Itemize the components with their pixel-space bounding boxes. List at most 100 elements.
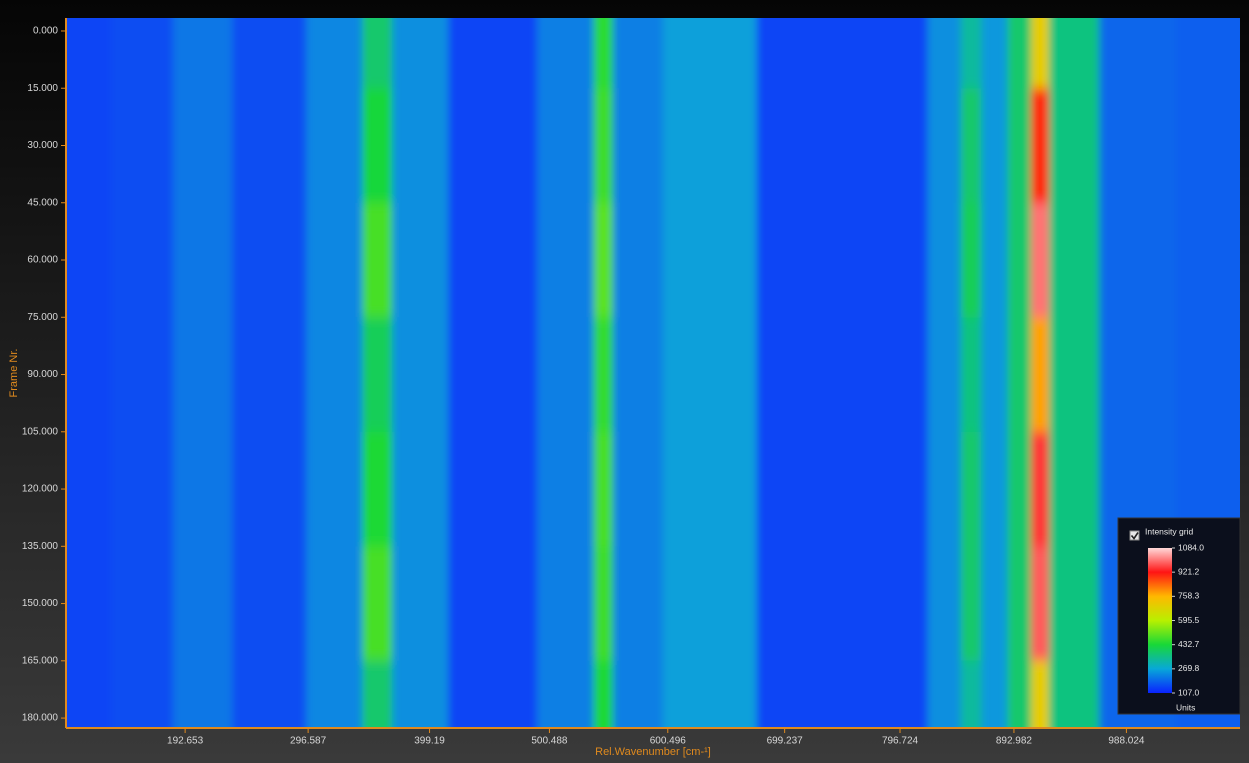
- x-tick-label: 500.488: [531, 736, 568, 747]
- heat-cell: [392, 431, 449, 547]
- heat-cell: [66, 431, 112, 547]
- heat-cell: [1176, 88, 1240, 204]
- heat-cell: [1031, 202, 1050, 318]
- heat-cell: [856, 546, 929, 662]
- heat-cell: [612, 18, 664, 89]
- heat-cell: [1031, 18, 1050, 89]
- heat-cell: [612, 88, 664, 204]
- heat-cell: [66, 546, 112, 662]
- heat-cell: [756, 202, 858, 318]
- heat-cell: [66, 18, 112, 89]
- check-mark: [1130, 532, 1139, 540]
- y-tick-label: 60.000: [27, 255, 58, 266]
- heat-cell: [66, 660, 112, 728]
- heatmap: [66, 18, 1240, 728]
- heat-cell: [981, 88, 1009, 204]
- heat-cell: [362, 202, 393, 318]
- color-tick-label: 107.0: [1178, 687, 1200, 697]
- heat-cell: [110, 88, 174, 204]
- heat-cell: [306, 202, 364, 318]
- heat-cell: [537, 660, 595, 728]
- legend-checkbox[interactable]: [1129, 530, 1140, 541]
- heat-cell: [927, 202, 962, 318]
- y-tick-label: 180.000: [22, 713, 59, 724]
- color-tick-label: 1084.0: [1178, 542, 1204, 552]
- heat-cell: [110, 431, 174, 547]
- heat-cell: [362, 317, 393, 433]
- heat-cell: [232, 88, 307, 204]
- heat-cell: [448, 88, 538, 204]
- heat-cell: [927, 546, 962, 662]
- y-tick-label: 75.000: [27, 312, 58, 323]
- heat-cell: [232, 18, 307, 89]
- heat-cell: [537, 88, 595, 204]
- heat-cell: [593, 317, 614, 433]
- y-tick-label: 135.000: [22, 541, 59, 552]
- heat-cell: [1176, 317, 1240, 433]
- heat-cell: [392, 660, 449, 728]
- heat-cell: [856, 660, 929, 728]
- heat-cell: [1007, 431, 1032, 547]
- heat-cell: [927, 660, 962, 728]
- heat-cell: [612, 202, 664, 318]
- heat-cell: [448, 18, 538, 89]
- heat-cell: [756, 317, 858, 433]
- heat-cell: [232, 546, 307, 662]
- heat-cell: [110, 202, 174, 318]
- heat-cell: [66, 202, 112, 318]
- heat-cell: [981, 431, 1009, 547]
- heat-cell: [981, 317, 1009, 433]
- heat-cell: [960, 431, 983, 547]
- x-tick-label: 892.982: [996, 736, 1033, 747]
- heat-cell: [306, 660, 364, 728]
- heat-cell: [1048, 88, 1100, 204]
- heat-cell: [612, 546, 664, 662]
- heat-cell: [537, 202, 595, 318]
- y-tick-label: 0.000: [33, 26, 58, 37]
- y-tick-label: 120.000: [22, 484, 59, 495]
- y-axis-title: Frame Nr.: [8, 349, 20, 398]
- x-tick-label: 796.724: [882, 736, 919, 747]
- heat-cell: [960, 660, 983, 728]
- heat-cell: [1007, 317, 1032, 433]
- heat-cell: [392, 202, 449, 318]
- heat-cell: [1099, 88, 1177, 204]
- heat-cell: [173, 317, 233, 433]
- color-bar: [1148, 548, 1172, 693]
- heat-cell: [756, 431, 858, 547]
- heat-cell: [593, 88, 614, 204]
- heat-cell: [448, 660, 538, 728]
- heat-cell: [593, 546, 614, 662]
- heat-cell: [173, 660, 233, 728]
- heat-cell: [960, 546, 983, 662]
- heat-cell: [1007, 660, 1032, 728]
- heat-cell: [306, 431, 364, 547]
- heat-cell: [960, 18, 983, 89]
- color-tick-label: 921.2: [1178, 566, 1200, 576]
- heat-cell: [173, 18, 233, 89]
- heat-cell: [756, 546, 858, 662]
- heat-cell: [981, 546, 1009, 662]
- heat-cell: [1031, 431, 1050, 547]
- y-tick-label: 150.000: [22, 598, 59, 609]
- heat-cell: [1007, 202, 1032, 318]
- heat-cell: [612, 431, 664, 547]
- heat-cell: [663, 88, 758, 204]
- heat-cell: [306, 18, 364, 89]
- heat-cell: [756, 18, 858, 89]
- legend: Intensity grid Units 107.0 269.8 432.7 595.…: [1117, 517, 1241, 715]
- heat-cell: [1031, 660, 1050, 728]
- heat-cell: [232, 660, 307, 728]
- heat-cell: [306, 88, 364, 204]
- heat-cell: [110, 317, 174, 433]
- heat-cell: [593, 431, 614, 547]
- heat-cell: [173, 546, 233, 662]
- heat-cell: [110, 546, 174, 662]
- y-tick-label: 30.000: [27, 140, 58, 151]
- heat-cell: [537, 18, 595, 89]
- heat-cell: [927, 18, 962, 89]
- heat-cell: [1099, 202, 1177, 318]
- y-tick-label: 45.000: [27, 197, 58, 208]
- heat-cell: [66, 88, 112, 204]
- heat-cell: [392, 18, 449, 89]
